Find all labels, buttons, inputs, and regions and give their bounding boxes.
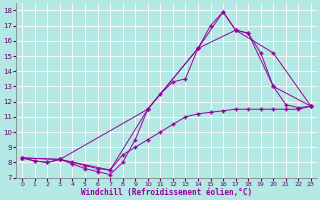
- X-axis label: Windchill (Refroidissement éolien,°C): Windchill (Refroidissement éolien,°C): [81, 188, 252, 197]
